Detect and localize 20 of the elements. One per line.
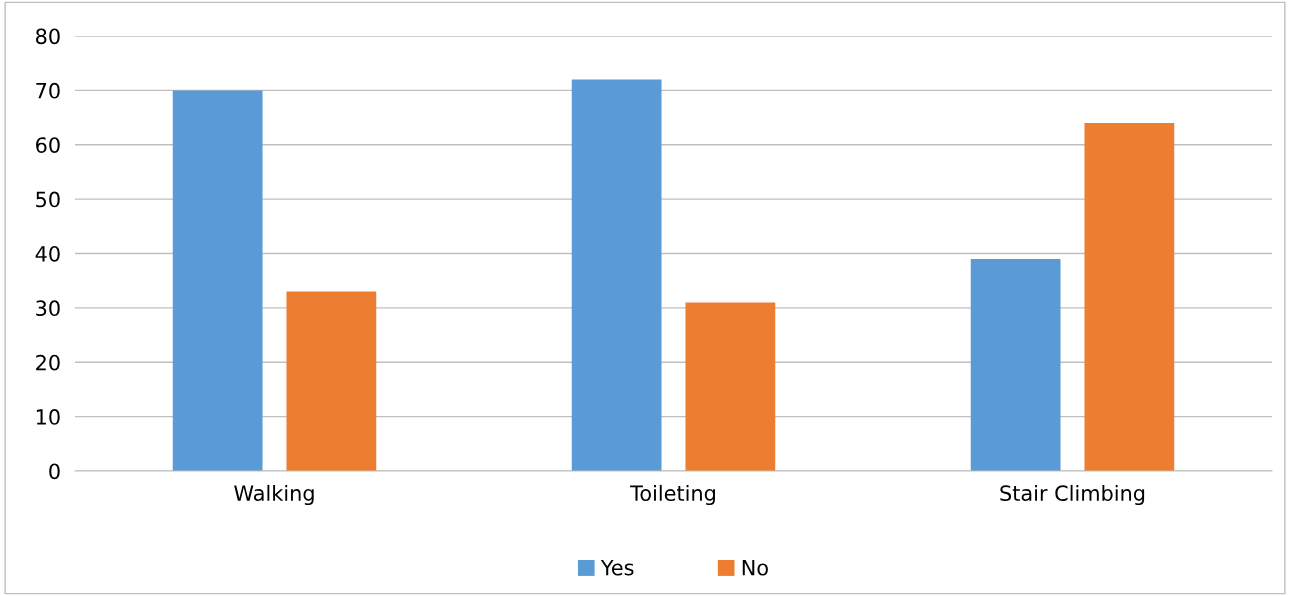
y-tick-label: 80 <box>36 28 60 45</box>
x-tick-label: Stair Climbing <box>1000 484 1145 506</box>
y-tick-label: 30 <box>36 300 60 317</box>
bar <box>970 258 1061 471</box>
y-tick-label: 10 <box>36 409 60 425</box>
x-tick-label: Toileting <box>630 484 715 506</box>
bar <box>172 90 263 471</box>
y-tick-label: 40 <box>35 245 60 262</box>
bar <box>685 302 776 471</box>
y-tick-label: 50 <box>36 191 60 208</box>
y-tick-label: 70 <box>36 82 60 99</box>
bar <box>286 291 377 471</box>
y-tick-label: 20 <box>36 354 60 371</box>
y-tick-label: 60 <box>36 137 60 153</box>
bar <box>1084 123 1175 471</box>
y-tick-label: 0 <box>49 463 60 480</box>
legend-label: Yes <box>600 559 634 576</box>
legend-label: No <box>742 559 768 576</box>
x-tick-label: Walking <box>234 484 314 506</box>
bar <box>571 79 662 471</box>
